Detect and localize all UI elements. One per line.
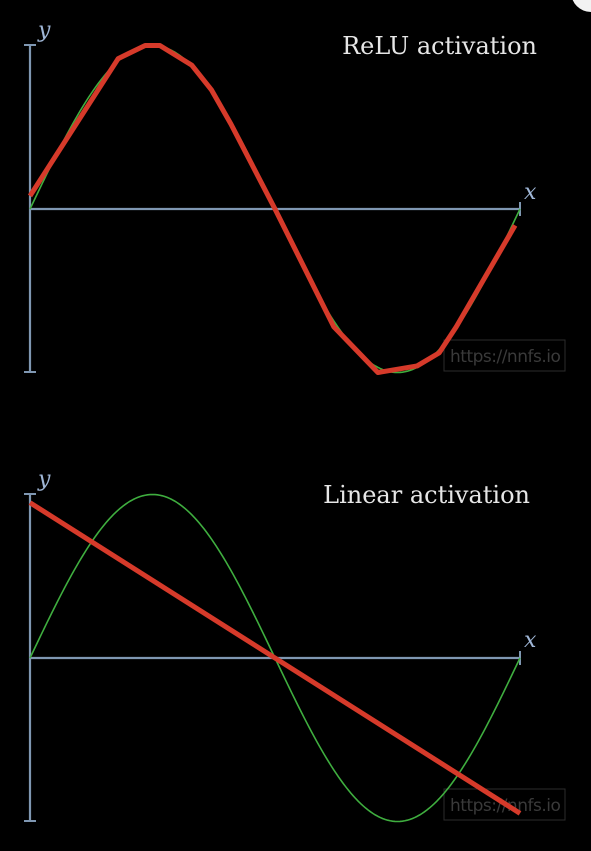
linear-activation-chart: y x Linear activation https://nnfs.io	[24, 467, 566, 823]
watermark-text: https://nnfs.io	[450, 347, 560, 367]
series-layer	[27, 43, 521, 375]
x-axis-label: x	[524, 628, 537, 653]
prediction-line	[28, 500, 522, 816]
relu-activation-chart: y x ReLU activation https://nnfs.io	[24, 18, 566, 375]
x-axis-label: x	[524, 180, 537, 205]
y-axis-label: y	[37, 18, 51, 43]
corner-button-icon[interactable]	[571, 0, 591, 12]
chart-title: ReLU activation	[342, 32, 537, 60]
series-layer	[28, 493, 522, 823]
watermark: https://nnfs.io	[443, 339, 566, 372]
prediction-line	[27, 43, 518, 375]
chart-title: Linear activation	[323, 481, 530, 509]
y-axis-label: y	[37, 467, 51, 492]
